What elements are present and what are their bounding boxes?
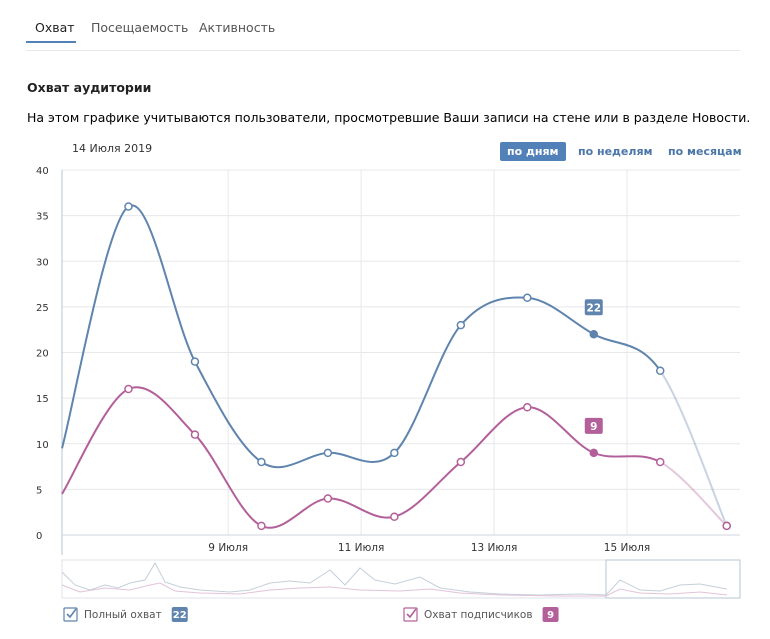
value-badge xyxy=(584,417,603,434)
period-button[interactable]: по дням xyxy=(500,142,566,161)
value-label: 22 xyxy=(586,302,601,314)
period-button[interactable]: по неделям xyxy=(578,145,653,158)
x-tick-label: 11 Июля xyxy=(338,542,384,554)
data-point xyxy=(456,320,466,330)
x-tick-label: 9 Июля xyxy=(208,542,248,554)
y-tick-label: 40 xyxy=(36,166,49,177)
data-point xyxy=(124,202,133,211)
data-point xyxy=(190,430,200,439)
data-point xyxy=(390,512,399,521)
legend-item[interactable]: Полный охват 22 xyxy=(63,607,188,622)
legend-label: Полный охват xyxy=(84,609,162,621)
section-title: Охват аудитории xyxy=(27,80,152,95)
y-tick-label: 15 xyxy=(36,394,49,405)
value-label: 9 xyxy=(590,421,597,433)
period-button[interactable]: по месяцам xyxy=(668,145,742,158)
data-point xyxy=(124,384,133,394)
data-point xyxy=(589,448,599,458)
data-point xyxy=(523,403,532,412)
data-point xyxy=(190,357,200,366)
legend-value: 9 xyxy=(547,610,554,621)
data-point xyxy=(390,448,399,458)
y-tick-label: 0 xyxy=(36,531,42,542)
data-point xyxy=(655,366,665,375)
legend-value: 22 xyxy=(173,610,187,621)
legend-check xyxy=(66,608,77,619)
tab[interactable]: Посещаемость xyxy=(91,20,189,35)
legend-check xyxy=(406,608,417,619)
divider xyxy=(26,50,740,51)
data-point xyxy=(257,521,266,531)
legend-badge xyxy=(542,607,559,622)
y-tick-label: 25 xyxy=(36,303,49,314)
x-tick-label: 13 Июля xyxy=(471,542,517,554)
series-line xyxy=(61,204,728,527)
navigator-line xyxy=(61,561,728,596)
y-tick-label: 35 xyxy=(36,212,49,223)
x-tick-label: 15 Июля xyxy=(604,542,650,554)
navigator-frame xyxy=(61,559,741,599)
data-point xyxy=(655,457,665,467)
navigator xyxy=(61,559,741,599)
tab[interactable]: Активность xyxy=(199,20,276,35)
value-badge xyxy=(584,299,603,316)
legend-badge xyxy=(171,607,188,622)
tab[interactable]: Охват xyxy=(35,20,75,35)
tab-underline xyxy=(26,41,76,43)
data-point xyxy=(523,293,532,302)
navigator-line xyxy=(61,582,728,597)
date-label: 14 Июля 2019 xyxy=(72,142,153,155)
navigator-window xyxy=(605,559,741,599)
data-point xyxy=(589,330,599,339)
y-tick-label: 10 xyxy=(36,440,49,451)
data-point xyxy=(257,457,266,467)
y-tick-label: 30 xyxy=(36,257,49,268)
legend-label: Охват подписчиков xyxy=(424,609,533,621)
description: На этом графике учитываются пользователи… xyxy=(27,110,751,125)
data-point xyxy=(456,457,466,467)
data-point xyxy=(323,448,333,458)
y-tick-label: 5 xyxy=(36,485,42,496)
legend-item[interactable]: Охват подписчиков 9 xyxy=(403,607,559,622)
data-point xyxy=(323,494,333,503)
y-tick-label: 20 xyxy=(36,349,49,360)
data-point xyxy=(722,521,731,531)
